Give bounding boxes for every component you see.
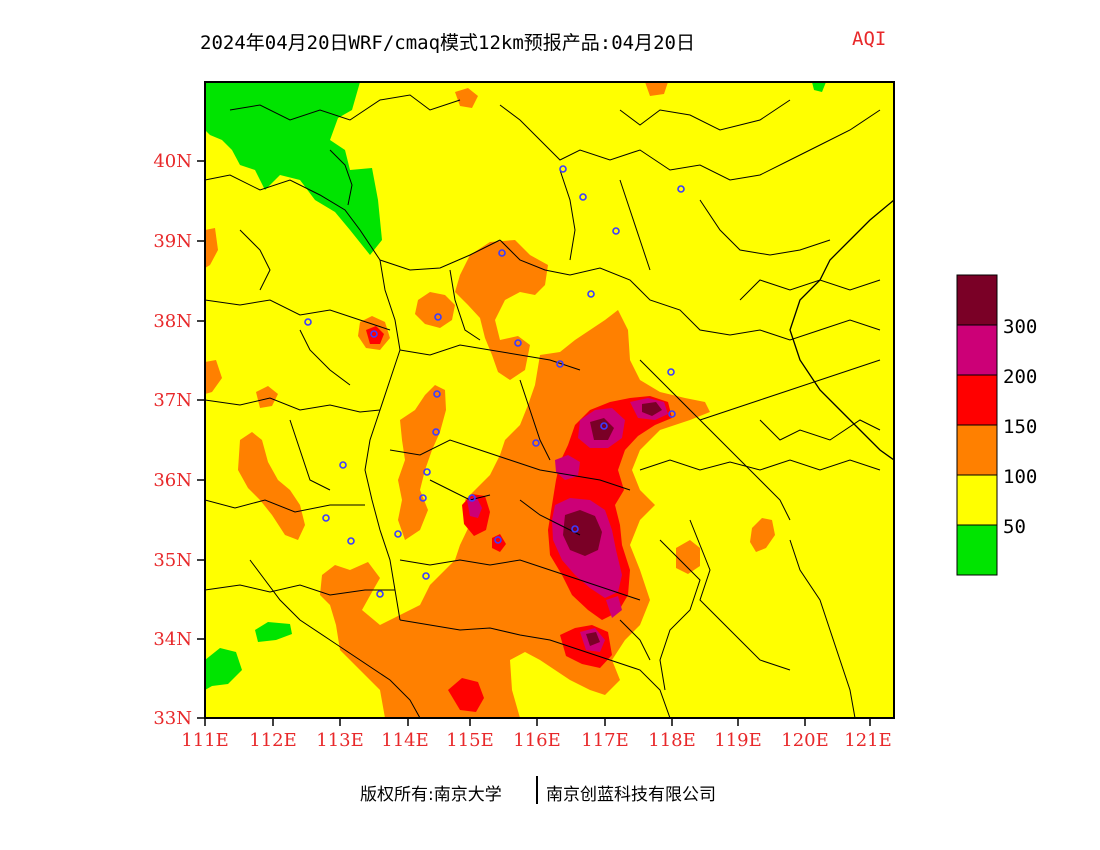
legend-bin-good	[957, 525, 997, 575]
aqi-region-hazardous-center	[563, 510, 602, 556]
admin-boundaries	[205, 94, 881, 718]
lat-tick-label: 35N	[153, 550, 192, 571]
legend-bin-moderate	[957, 475, 997, 525]
legend-bin-very-unhealthy	[957, 325, 997, 375]
legend-bin-unhealthy	[957, 375, 997, 425]
aqi-region-usg-north	[455, 240, 548, 380]
lon-tick-label: 112E	[249, 730, 297, 751]
title-main-text: 2024年04月20日WRF/cmaq模式12km预报产品:04月20日	[200, 32, 695, 54]
legend-label: 100	[1003, 466, 1037, 488]
lat-tick-label: 33N	[153, 708, 192, 729]
company-text: 南京创蓝科技有限公司	[546, 785, 716, 805]
aqi-region-hazardous-ne	[642, 402, 662, 416]
aqi-region-usg-north2	[455, 88, 478, 108]
lon-tick-label: 118E	[648, 730, 696, 751]
aqi-region-good-small	[255, 622, 292, 642]
lon-tick-label: 115E	[446, 730, 494, 751]
lon-tick-label: 121E	[844, 730, 892, 751]
lat-tick-label: 34N	[153, 629, 192, 650]
aqi-region-usg-east2	[676, 540, 700, 574]
legend-bin-hazardous	[957, 275, 997, 325]
legend-label: 150	[1003, 416, 1037, 438]
lat-tick-label: 37N	[153, 390, 192, 411]
lon-tick-label: 111E	[181, 730, 229, 751]
lat-tick-label: 40N	[153, 151, 192, 172]
legend-bin-usg	[957, 425, 997, 475]
legend-label: 300	[1003, 316, 1037, 338]
lat-tick-marks	[197, 160, 205, 719]
lon-tick-label: 117E	[581, 730, 629, 751]
footer-separator	[536, 776, 538, 804]
legend-label: 50	[1003, 516, 1026, 538]
lon-tick-label: 119E	[714, 730, 762, 751]
lon-tick-labels: 111E 112E 113E 114E 115E 116E 117E 118E …	[181, 730, 892, 751]
aqi-field	[205, 82, 894, 718]
aqi-region-usg-west5	[256, 386, 278, 408]
aqi-region-good-northwest	[205, 82, 382, 255]
legend-colorbar: 300 200 150 100 50	[956, 274, 1037, 576]
lon-tick-label: 120E	[781, 730, 829, 751]
aqi-region-usg-north3	[645, 82, 668, 96]
aqi-region-very-unhealthy-south2	[606, 596, 622, 618]
copyright-text: 版权所有:南京大学	[360, 785, 502, 805]
aqi-region-usg-blob1	[415, 292, 455, 328]
title-variable-text: AQI	[852, 28, 887, 50]
aqi-region-good-ne	[812, 82, 826, 92]
aqi-region-hazardous-south	[586, 632, 600, 646]
aqi-region-good-sw	[205, 648, 242, 690]
lon-tick-label: 116E	[513, 730, 561, 751]
lat-tick-label: 39N	[153, 231, 192, 252]
aqi-region-usg-west1	[398, 385, 446, 540]
lat-tick-label: 38N	[153, 311, 192, 332]
legend-label: 200	[1003, 366, 1037, 388]
aqi-region-usg-east	[750, 518, 775, 552]
aqi-region-usg-west4	[205, 360, 222, 394]
aqi-region-unhealthy-sw	[448, 678, 484, 712]
aqi-region-usg-west2	[238, 432, 305, 540]
station-markers	[304, 165, 685, 598]
lon-tick-marks	[204, 718, 871, 726]
lat-tick-labels: 40N 39N 38N 37N 36N 35N 34N 33N	[153, 151, 192, 729]
coastline	[789, 199, 894, 461]
lon-tick-label: 114E	[381, 730, 429, 751]
aqi-region-unhealthy-blob	[366, 326, 384, 344]
lat-tick-label: 36N	[153, 470, 192, 491]
aqi-region-usg-west3	[205, 228, 218, 268]
lon-tick-label: 113E	[316, 730, 364, 751]
